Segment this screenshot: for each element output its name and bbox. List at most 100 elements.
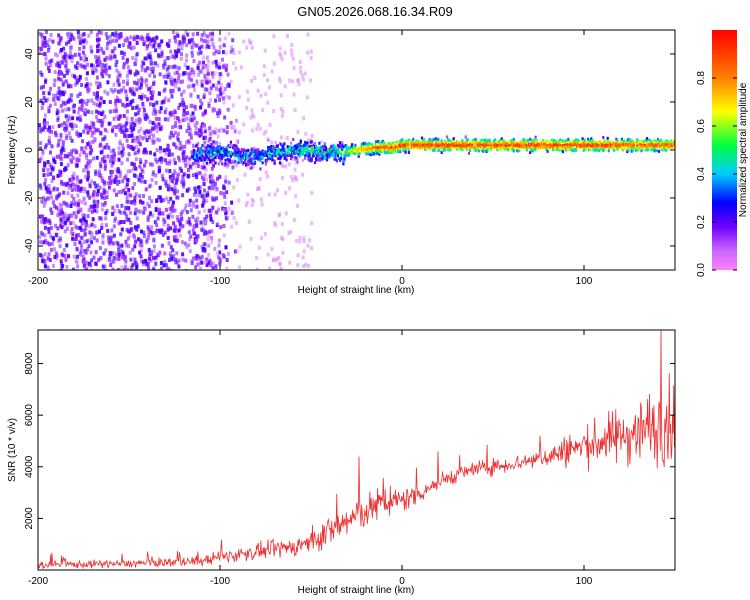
spectrogram-cell — [673, 140, 675, 143]
spectrogram-cell — [177, 73, 181, 78]
spectrogram-cell — [165, 56, 169, 61]
spectrogram-cell — [195, 79, 199, 84]
spectrogram-cell — [106, 235, 110, 240]
spectrogram-cell — [114, 33, 118, 38]
spectrogram-cell — [122, 51, 126, 56]
spectrogram-cell — [104, 71, 108, 76]
spectrogram-cell — [210, 150, 213, 154]
spectrogram-cell — [128, 234, 132, 239]
spectrogram-cell — [174, 80, 178, 85]
spectrogram-cell — [147, 184, 151, 189]
spectrogram-cell — [166, 143, 170, 148]
spectrogram-cell — [94, 68, 98, 73]
spectrogram-cell — [226, 215, 230, 220]
spectrogram-cell — [47, 252, 51, 257]
spectrogram-cell — [93, 236, 96, 241]
spectrogram-cell — [91, 68, 95, 73]
spectrogram-cell — [62, 212, 66, 217]
spectrogram-cell — [109, 54, 113, 59]
spectrogram-cell — [174, 260, 178, 265]
spectrogram-cell — [64, 123, 68, 128]
spectrogram-cell — [171, 248, 175, 253]
spectrogram-cell — [199, 220, 203, 225]
spectrogram-cell — [188, 203, 192, 207]
spectrogram-cell — [107, 236, 111, 241]
spectrogram-cell — [173, 183, 177, 187]
spectrogram-cell — [404, 150, 407, 154]
spectrogram-cell — [140, 174, 144, 179]
spectrogram-cell — [157, 117, 161, 121]
spectrogram-cell — [188, 40, 192, 45]
spectrogram-cell — [437, 138, 440, 141]
spectrogram-cell — [184, 203, 188, 208]
spectrogram-cell — [202, 60, 205, 65]
spectrogram-cell — [148, 102, 152, 107]
spectrogram-cell — [217, 156, 220, 160]
spectrogram-cell — [50, 58, 54, 63]
spectrogram-cell — [131, 87, 135, 92]
spectrogram-cell — [166, 183, 170, 188]
spectrogram-cell — [131, 106, 135, 111]
spectrogram-cell — [78, 92, 82, 96]
spectrogram-cell — [376, 149, 379, 153]
spectrogram-cell — [109, 149, 113, 154]
spectrogram-cell — [542, 145, 545, 149]
spectrogram-cell — [119, 170, 122, 175]
spectrogram-cell — [259, 167, 262, 171]
spectrogram-cell — [95, 102, 99, 107]
spectrogram-cell — [186, 65, 190, 70]
spectrogram-cell — [180, 46, 184, 51]
spectrogram-cell — [51, 93, 55, 98]
spectrogram-cell — [192, 256, 196, 261]
spectrogram-cell — [77, 158, 81, 163]
spectrogram-cell — [260, 236, 264, 241]
spectrogram-cell — [388, 141, 391, 145]
spectrogram-cell — [47, 91, 51, 96]
spectrogram-cell — [140, 93, 144, 97]
spectrogram-cell — [78, 153, 82, 158]
spectrogram-cell — [198, 256, 202, 261]
spectrogram-cell — [138, 250, 142, 255]
spectrogram-cell — [85, 76, 88, 81]
spectrogram-cell — [83, 201, 87, 206]
spectrogram-cell — [169, 254, 173, 259]
spectrogram-cell — [141, 36, 145, 41]
spectrogram-cell — [198, 60, 202, 65]
spectrogram-cell — [250, 166, 253, 170]
spectrogram-cell — [146, 225, 150, 230]
spectrogram-cell — [234, 118, 238, 123]
spectrogram-x-label: Height of straight line (km) — [298, 285, 415, 296]
spectrogram-cell — [192, 192, 196, 197]
spectrogram-cell — [146, 236, 150, 240]
spectrogram-cell — [129, 35, 133, 40]
spectrogram-cell — [235, 177, 239, 182]
spectrogram-cell — [390, 146, 393, 150]
spectrogram-cell — [84, 145, 88, 150]
spectrogram-cell — [76, 193, 80, 198]
spectrogram-cell — [56, 226, 60, 231]
spectrogram-cell — [59, 156, 62, 161]
spectrogram-cell — [534, 147, 537, 151]
spectrogram-cell — [172, 176, 176, 181]
spectrogram-cell — [247, 156, 250, 160]
spectrogram-cell — [479, 139, 483, 143]
spectrogram-cell — [43, 233, 47, 238]
spectrogram-cell — [277, 150, 281, 154]
spectrogram-cell — [210, 229, 214, 234]
spectrogram-cell — [121, 55, 125, 60]
spectrogram-cell — [117, 252, 121, 257]
spectrogram-cell — [115, 204, 119, 209]
spectrogram-cell — [128, 145, 132, 150]
spectrogram-cell — [139, 209, 143, 214]
spectrogram-cell — [118, 128, 122, 132]
spectrogram-cell — [248, 154, 251, 158]
spectrogram-cell — [99, 216, 103, 221]
spectrogram-cell — [153, 101, 157, 106]
spectrogram-cell — [63, 51, 67, 56]
spectrogram-cell — [220, 150, 223, 154]
spectrogram-cell — [128, 229, 132, 234]
spectrogram-cell — [213, 107, 217, 112]
spectrogram-cell — [93, 181, 97, 186]
x-tick-label: 100 — [576, 576, 593, 587]
spectrogram-cell — [139, 160, 143, 164]
